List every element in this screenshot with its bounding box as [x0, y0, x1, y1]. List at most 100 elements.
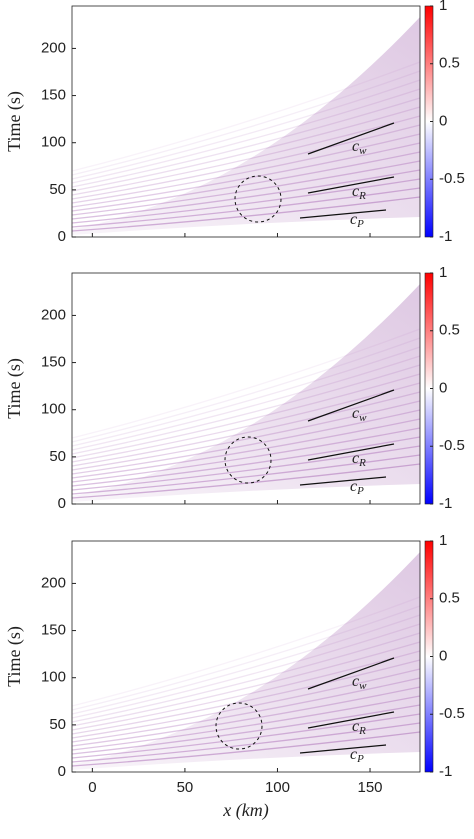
- colorbar-tick-label: 0: [439, 647, 447, 664]
- colorbar-tick-label: -1: [439, 495, 452, 512]
- x-tick-label: 50: [177, 779, 194, 796]
- field-stripe: [71, 328, 421, 439]
- field-stripe: [71, 382, 421, 463]
- colorbar-tick-label: -0.5: [439, 170, 465, 187]
- field-stripe: [71, 659, 421, 735]
- field-stripe: [71, 364, 421, 455]
- speed-line: [307, 389, 395, 422]
- field-stripe: [71, 88, 421, 184]
- y-tick-label: 0: [58, 763, 66, 780]
- field-stripe: [71, 445, 421, 491]
- field-stripe: [71, 346, 421, 447]
- field-stripe: [71, 713, 421, 759]
- field-stripe: [71, 70, 421, 176]
- field-stripe: [71, 115, 421, 196]
- field-stripe: [71, 355, 421, 451]
- field-stripe: [71, 409, 421, 475]
- annotation: cP: [350, 746, 364, 765]
- colorbar-tick-label: -1: [439, 228, 452, 245]
- annotation-base: c: [350, 211, 357, 228]
- field-stripe: [71, 596, 421, 707]
- annotation: cP: [350, 478, 364, 497]
- speed-line: [307, 122, 395, 155]
- annotation-base: c: [352, 405, 359, 422]
- field-stripe: [71, 400, 421, 471]
- field-stripe: [71, 373, 421, 459]
- field-stripe: [71, 463, 421, 499]
- annotation-sub: w: [359, 412, 367, 424]
- annotation-sub: P: [356, 218, 364, 230]
- annotation-sub: w: [359, 680, 367, 692]
- annotation-base: c: [352, 138, 359, 155]
- colorbar-tick-label: -0.5: [439, 705, 465, 722]
- field-stripe: [71, 196, 421, 232]
- field-stripe: [71, 677, 421, 743]
- annotation-sub: R: [358, 725, 366, 737]
- field-stripe: [71, 418, 421, 479]
- field-stripe: [71, 695, 421, 751]
- y-tick-label: 150: [41, 354, 66, 371]
- y-axis-label: Time (s): [4, 626, 25, 687]
- field-stripe: [71, 391, 421, 467]
- field-stripe: [71, 160, 421, 216]
- annotation: cP: [350, 211, 364, 230]
- colorbar-tick-label: 0: [439, 112, 447, 129]
- annotation-base: c: [352, 673, 359, 690]
- y-tick-label: 200: [41, 306, 66, 323]
- field-stripe: [71, 61, 421, 172]
- annotation: cR: [352, 718, 366, 737]
- field-stripe: [71, 605, 421, 711]
- annotation-base: c: [352, 450, 359, 467]
- field-stripe: [71, 722, 421, 763]
- field-stripe: [71, 436, 421, 487]
- highlight-circle: [234, 175, 282, 223]
- y-tick-label: 100: [41, 669, 66, 686]
- speed-line: [307, 176, 395, 194]
- annotation: cw: [352, 673, 367, 692]
- annotation-base: c: [352, 183, 359, 200]
- field-stripe: [71, 686, 421, 747]
- y-tick-label: 0: [58, 495, 66, 512]
- plot-frame: [71, 272, 421, 505]
- colorbar-tick-label: 0.5: [439, 322, 460, 339]
- annotation-base: c: [350, 478, 357, 495]
- y-axis-label: Time (s): [4, 91, 25, 152]
- field-stripe: [71, 79, 421, 180]
- colorbar-tick-label: -1: [439, 763, 452, 780]
- annotation-base: c: [352, 718, 359, 735]
- annotation: cw: [352, 138, 367, 157]
- field-stripe: [71, 97, 421, 188]
- field-stripe: [71, 650, 421, 731]
- field-stripe: [71, 169, 421, 220]
- field-stripe: [71, 623, 421, 719]
- field-wedge: [72, 17, 420, 235]
- y-tick-label: 0: [58, 228, 66, 245]
- speed-line: [307, 711, 395, 729]
- annotation: cR: [352, 183, 366, 202]
- field-stripe: [71, 133, 421, 204]
- field-stripe: [71, 337, 421, 443]
- plot-frame: [71, 5, 421, 238]
- speed-line: [299, 744, 387, 754]
- x-tick-label: 150: [358, 779, 383, 796]
- annotation-sub: P: [356, 485, 364, 497]
- field-stripe: [71, 178, 421, 224]
- speed-line: [307, 657, 395, 690]
- x-tick-label: 100: [265, 779, 290, 796]
- field-stripe: [71, 427, 421, 483]
- field-stripe: [71, 668, 421, 739]
- highlight-circle: [215, 702, 263, 750]
- annotation-sub: P: [356, 753, 364, 765]
- field-stripe: [71, 731, 421, 767]
- colorbar-tick-label: 0: [439, 379, 447, 396]
- colorbar-tick-label: -0.5: [439, 437, 465, 454]
- annotation-sub: w: [359, 145, 367, 157]
- annotation-sub: R: [358, 457, 366, 469]
- y-tick-label: 200: [41, 39, 66, 56]
- field-stripe: [71, 142, 421, 208]
- field-stripe: [71, 151, 421, 212]
- y-tick-label: 150: [41, 622, 66, 639]
- speed-line: [307, 443, 395, 461]
- colorbar-tick-label: 1: [439, 532, 447, 549]
- field-stripe: [71, 106, 421, 192]
